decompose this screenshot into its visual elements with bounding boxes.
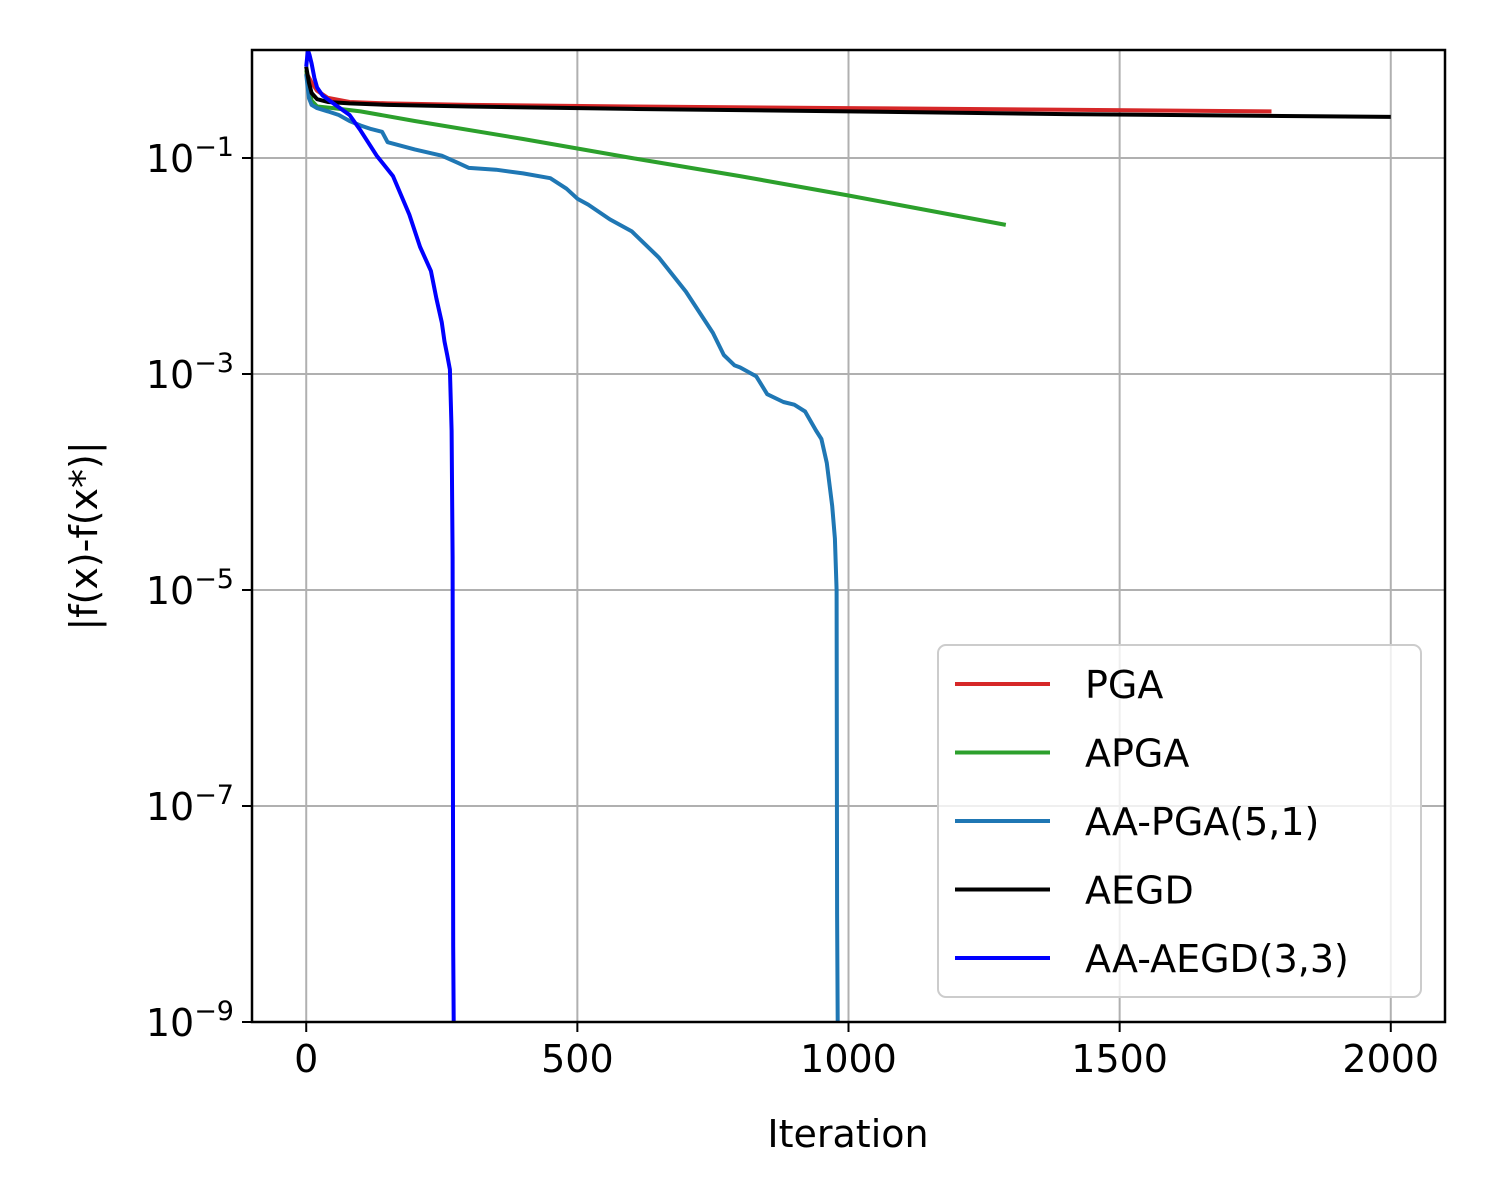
series-line-aegd [304, 66, 1391, 119]
legend-label: APGA [1085, 732, 1189, 776]
x-tick-label: 2000 [1342, 1037, 1439, 1081]
y-tick-label: 10−3 [146, 348, 234, 397]
y-tick-label: 10−9 [146, 996, 234, 1045]
legend-label: PGA [1085, 663, 1163, 707]
y-tick-label: 10−1 [146, 132, 234, 181]
x-tick-label: 500 [541, 1037, 614, 1081]
y-tick-label: 10−5 [146, 564, 234, 613]
y-axis: 10−1 10−3 10−5 10−7 10−9 [146, 132, 252, 1045]
series-layer [304, 50, 1391, 1022]
legend-label: AEGD [1085, 869, 1194, 913]
legend-label: AA-AEGD(3,3) [1085, 937, 1349, 981]
x-axis-title: Iteration [767, 1112, 928, 1156]
legend-label: AA-PGA(5,1) [1085, 800, 1319, 844]
series-line-aa-aegd-3-3 [304, 50, 456, 1022]
y-tick-label: 10−7 [146, 780, 234, 829]
y-axis-title: |f(x)-f(x*)| [62, 441, 107, 630]
legend: PGA APGA AA-PGA(5,1) AEGD AA-AEGD(3,3) [937, 644, 1422, 998]
x-axis: 0 500 1000 1500 2000 [294, 1022, 1439, 1081]
x-tick-label: 1500 [1071, 1037, 1168, 1081]
x-tick-label: 1000 [800, 1037, 897, 1081]
x-tick-label: 0 [294, 1037, 318, 1081]
legend-box [937, 644, 1422, 998]
